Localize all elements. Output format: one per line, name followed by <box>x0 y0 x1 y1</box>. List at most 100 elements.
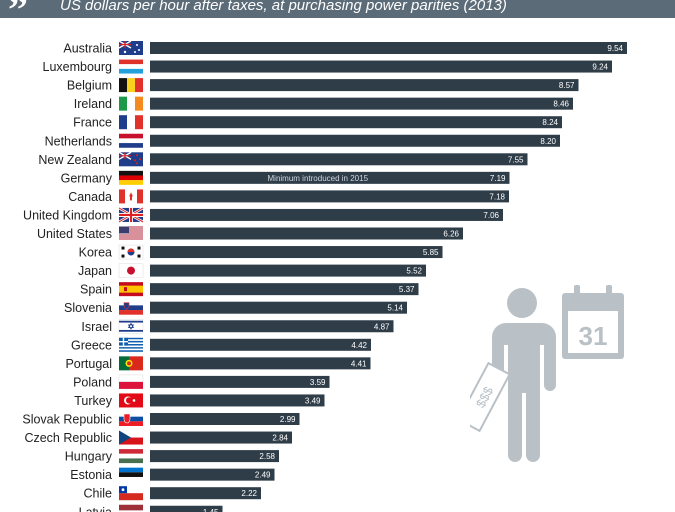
chart-subtitle: US dollars per hour after taxes, at purc… <box>60 0 507 14</box>
slovenia-flag-icon <box>119 300 143 315</box>
category-label: Poland <box>73 375 112 389</box>
value-label: 3.59 <box>310 378 326 387</box>
bar <box>150 505 223 512</box>
value-label: 5.52 <box>406 267 422 276</box>
category-label: Turkey <box>74 394 112 408</box>
value-label: 7.18 <box>489 192 505 201</box>
united-states-flag-icon <box>119 226 143 240</box>
category-label: Israel <box>81 320 112 334</box>
bar <box>150 375 330 388</box>
value-label: 4.42 <box>351 341 367 350</box>
bar <box>150 301 407 314</box>
greece-flag-icon <box>119 337 143 352</box>
category-label: United Kingdom <box>23 208 112 222</box>
bar <box>150 153 528 166</box>
bar <box>150 413 300 425</box>
turkey-flag-icon <box>119 393 143 408</box>
quote-mark-icon: ” <box>8 0 28 18</box>
bar <box>150 320 394 333</box>
category-label: Spain <box>80 283 112 297</box>
bar <box>150 79 579 92</box>
value-label: 8.57 <box>559 81 575 90</box>
value-label: 2.99 <box>280 415 296 424</box>
germany-flag-icon <box>119 170 143 185</box>
netherlands-flag-icon <box>119 133 143 148</box>
korea-flag-icon <box>118 244 144 260</box>
bar <box>150 60 612 73</box>
category-label: Korea <box>79 246 112 260</box>
value-label: 5.37 <box>399 285 415 294</box>
bar <box>150 468 275 481</box>
illustration: 31 $$$ <box>470 285 624 462</box>
slovak-republic-flag-icon <box>119 412 143 426</box>
value-label: 4.87 <box>374 322 390 331</box>
bar <box>150 246 443 259</box>
australia-flag-icon <box>118 40 143 55</box>
bar <box>150 450 279 463</box>
bar <box>150 116 562 129</box>
category-label: Ireland <box>74 97 112 111</box>
bar <box>150 42 627 54</box>
banknote-icon: $$$ <box>470 361 511 433</box>
category-label: Canada <box>68 190 112 204</box>
calendar-icon: 31 <box>562 285 624 359</box>
value-label: 4.41 <box>351 359 367 368</box>
bar <box>150 208 503 221</box>
value-label: 7.19 <box>490 174 506 183</box>
bar <box>150 357 371 370</box>
category-label: Netherlands <box>45 134 112 148</box>
value-label: 8.24 <box>542 118 558 127</box>
value-label: 8.46 <box>553 100 569 109</box>
bar <box>150 283 419 296</box>
value-label: 5.14 <box>387 304 403 313</box>
category-label: Belgium <box>67 79 112 93</box>
category-label: France <box>73 116 112 130</box>
category-label: Luxembourg <box>43 60 113 74</box>
hungary-flag-icon <box>119 449 143 464</box>
france-flag-icon <box>119 115 143 130</box>
category-label: Estonia <box>70 468 112 482</box>
belgium-flag-icon <box>119 78 143 93</box>
calendar-number: 31 <box>579 321 608 351</box>
category-label: Czech Republic <box>24 431 112 445</box>
person-icon <box>492 288 556 462</box>
spain-flag-icon <box>119 282 143 297</box>
bar <box>150 394 325 407</box>
category-label: Slovenia <box>64 301 112 315</box>
value-label: 2.22 <box>241 489 257 498</box>
bar <box>150 171 510 184</box>
category-label: Slovak Republic <box>22 413 112 427</box>
category-label: Portugal <box>65 357 112 371</box>
value-label: 2.49 <box>255 471 271 480</box>
category-label: United States <box>37 227 112 241</box>
bar <box>150 227 463 240</box>
header-band: ” US dollars per hour after taxes, at pu… <box>0 0 675 18</box>
bar <box>150 487 261 500</box>
canada-flag-icon <box>119 189 143 204</box>
bar <box>150 431 292 444</box>
bar <box>150 97 573 110</box>
category-label: New Zealand <box>38 153 112 167</box>
category-label: Latvia <box>79 505 112 512</box>
value-label: 5.85 <box>423 248 439 257</box>
value-label: 3.49 <box>305 396 321 405</box>
value-label: 9.24 <box>592 63 608 72</box>
category-label: Australia <box>63 42 112 56</box>
category-label: Chile <box>84 487 113 501</box>
bar <box>150 190 509 203</box>
luxembourg-flag-icon <box>119 59 143 74</box>
category-label: Hungary <box>65 450 113 464</box>
czech-republic-flag-icon <box>119 430 143 445</box>
estonia-flag-icon <box>119 467 143 482</box>
united-kingdom-flag-icon <box>118 206 144 224</box>
value-label: 9.54 <box>607 44 623 53</box>
bar <box>150 264 426 277</box>
latvia-flag-icon <box>119 504 143 512</box>
category-label: Greece <box>71 338 112 352</box>
japan-flag-icon <box>118 263 144 278</box>
value-label: 8.20 <box>540 137 556 146</box>
value-label: 1.45 <box>203 508 219 512</box>
value-label: 2.58 <box>259 452 275 461</box>
portugal-flag-icon <box>119 356 143 371</box>
